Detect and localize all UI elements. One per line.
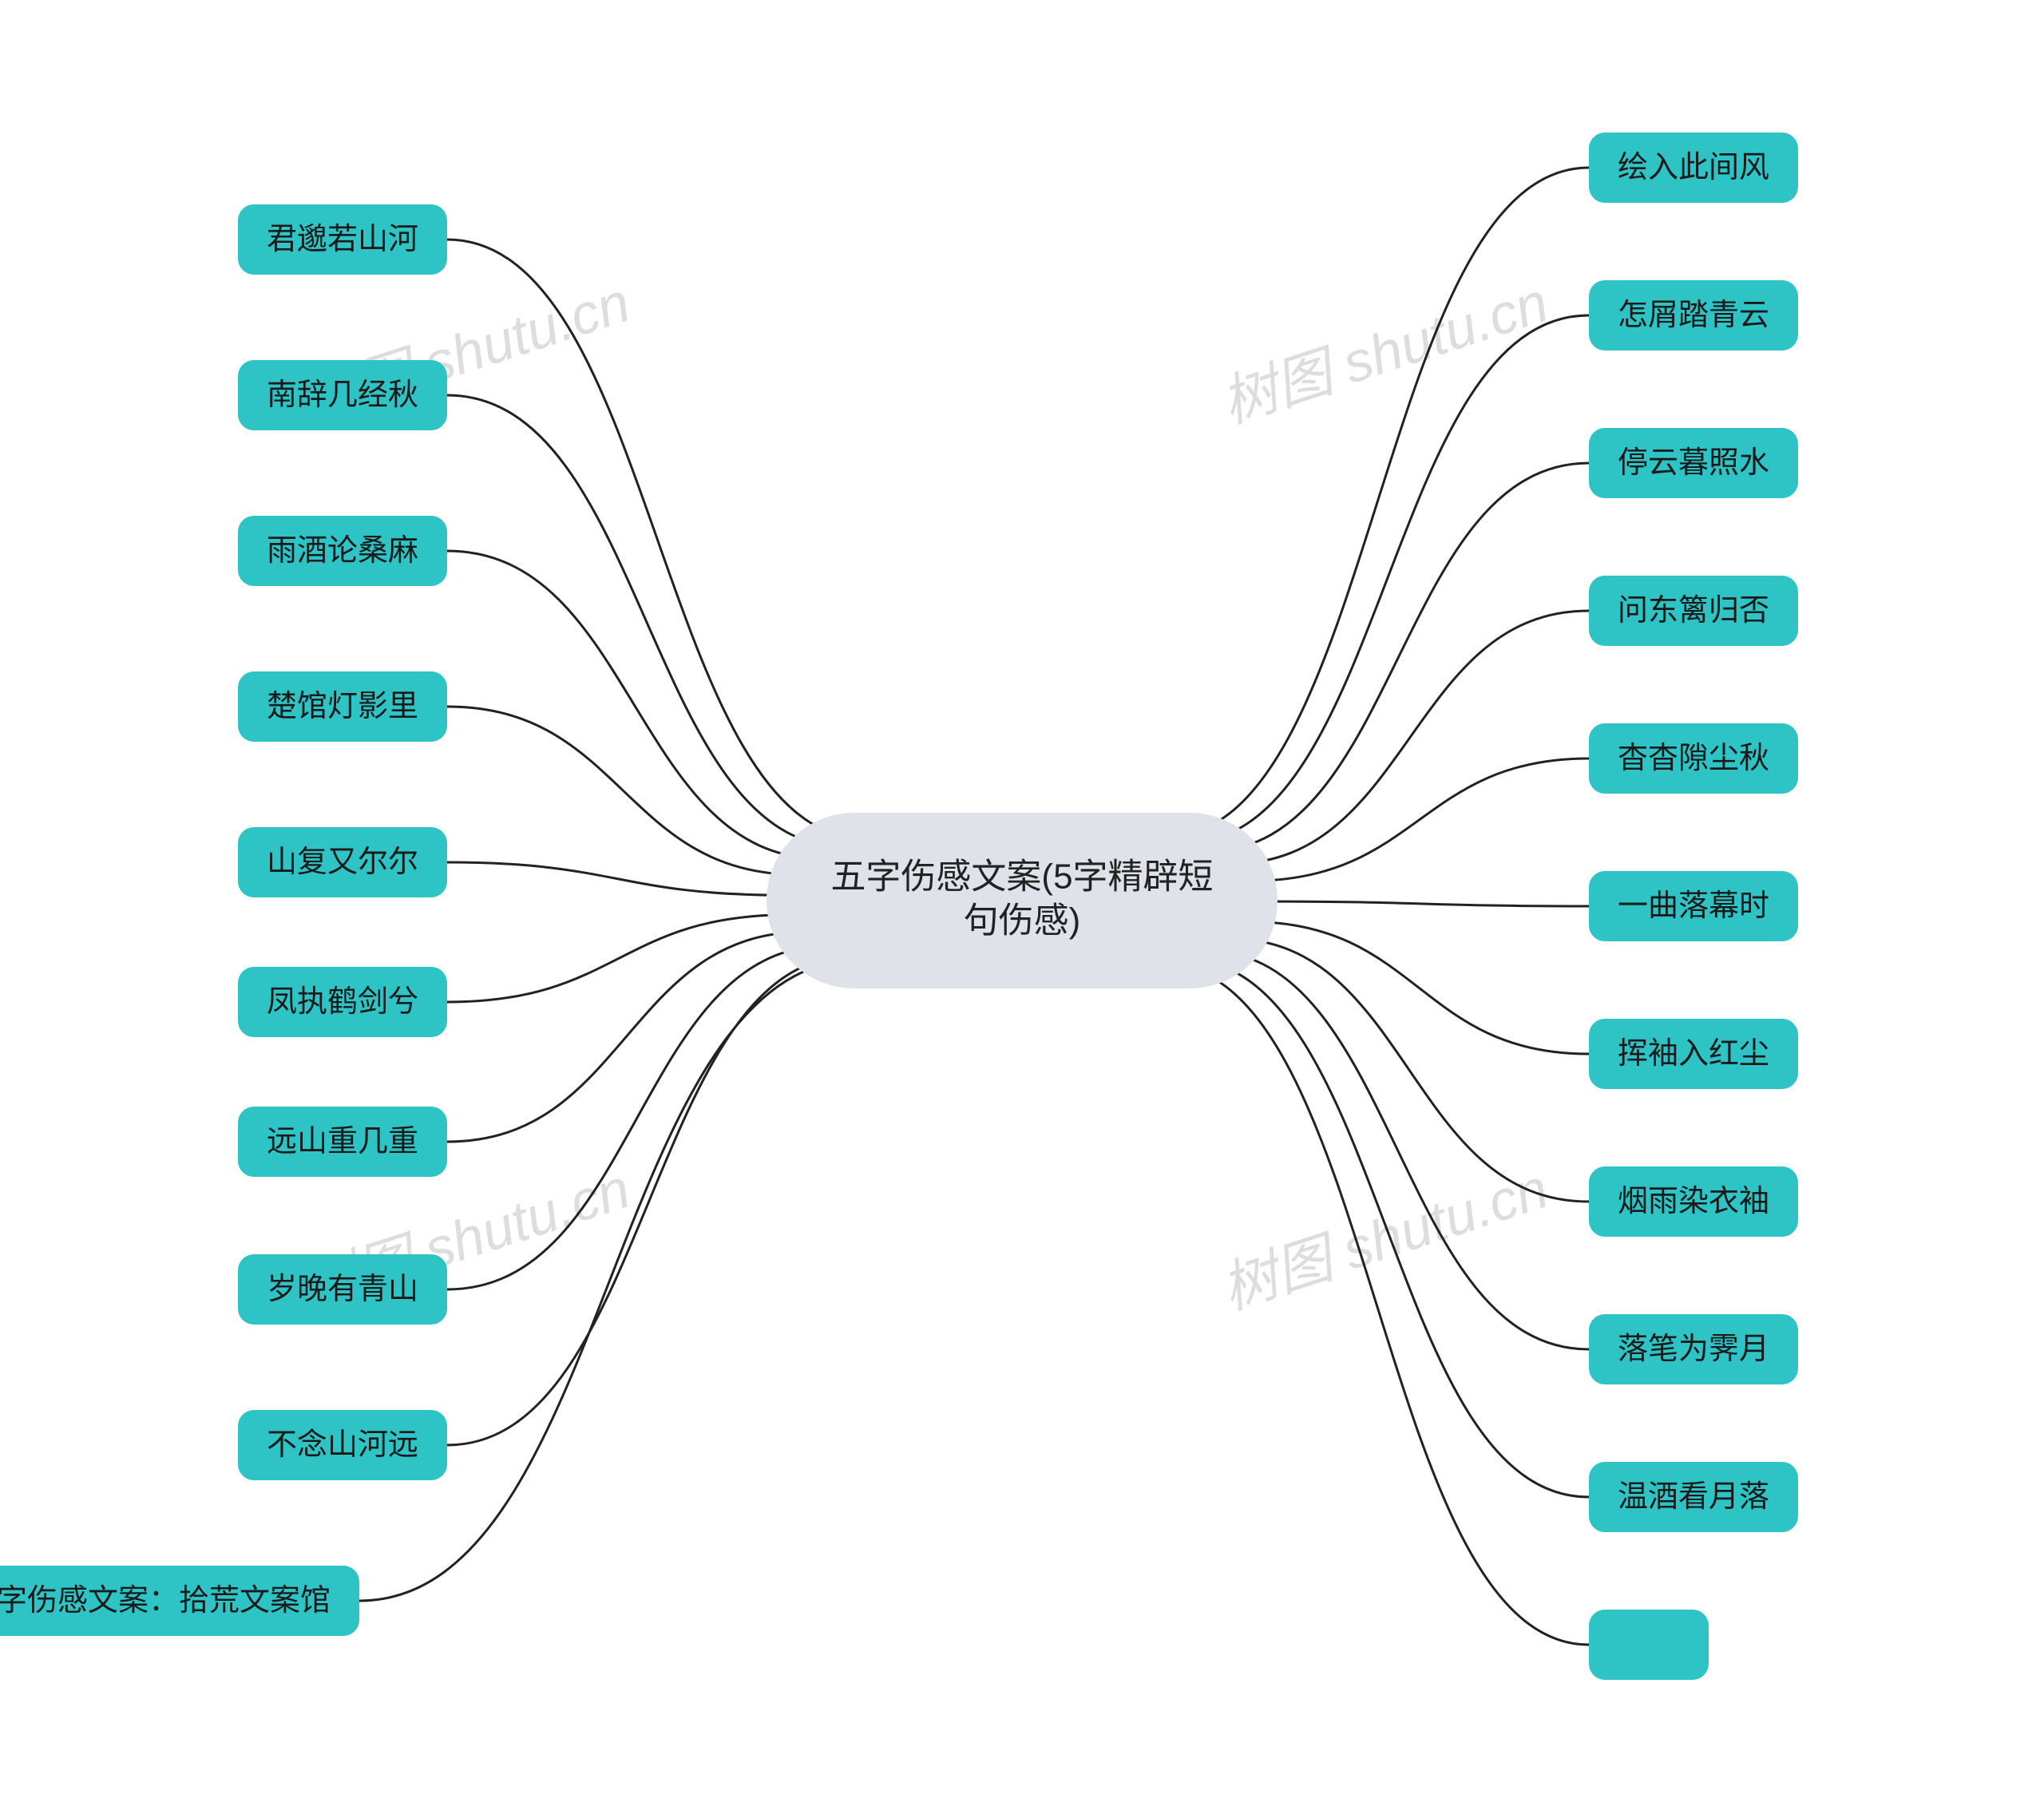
node-label: 杳杳隙尘秋	[1618, 742, 1769, 775]
left-node[interactable]: 远山重几重	[238, 1107, 447, 1177]
right-node[interactable]: 温酒看月落	[1589, 1462, 1798, 1532]
edge	[447, 395, 846, 847]
right-node[interactable]	[1589, 1610, 1709, 1680]
right-node[interactable]: 挥袖入红尘	[1589, 1019, 1798, 1089]
node-label: 温酒看月落	[1618, 1480, 1769, 1514]
edge	[1184, 959, 1589, 1497]
right-node[interactable]: 绘入此间风	[1589, 133, 1798, 203]
right-node[interactable]: 问东篱归否	[1589, 576, 1798, 646]
node-label: 远山重几重	[267, 1125, 418, 1158]
right-node[interactable]: 杳杳隙尘秋	[1589, 723, 1798, 794]
node-label: 落笔为霁月	[1618, 1333, 1769, 1366]
node-label: 怎屑踏青云	[1618, 299, 1769, 332]
node-label: 绘入此间风	[1618, 151, 1769, 184]
node-label: 君邈若山河	[267, 223, 418, 256]
node-label: 搜一搜五字伤感文案：拾荒文案馆	[0, 1584, 331, 1618]
node-label: 楚馆灯影里	[267, 690, 418, 723]
edge	[1249, 921, 1589, 1054]
node-label: 山复又尔尔	[267, 846, 418, 879]
edge	[447, 932, 806, 1142]
right-node[interactable]: 落笔为霁月	[1589, 1314, 1798, 1384]
node-label: 一曲落幕时	[1618, 889, 1769, 923]
node-label: 岁晚有青山	[267, 1273, 418, 1306]
edge	[447, 707, 799, 875]
right-node[interactable]: 一曲落幕时	[1589, 871, 1798, 941]
left-node[interactable]: 凤执鹤剑兮	[238, 967, 447, 1037]
node-label: 问东篱归否	[1618, 594, 1769, 628]
edge	[1257, 901, 1589, 906]
node-label: 不念山河远	[267, 1428, 418, 1462]
edge	[447, 915, 790, 1002]
left-node[interactable]: 君邈若山河	[238, 204, 447, 275]
left-node[interactable]: 不念山河远	[238, 1410, 447, 1480]
node-label: 凤执鹤剑兮	[267, 985, 418, 1019]
right-node[interactable]: 烟雨染衣袖	[1589, 1166, 1798, 1237]
left-node[interactable]: 雨酒论桑麻	[238, 516, 447, 586]
node-pill	[1589, 1610, 1709, 1680]
node-label: 挥袖入红尘	[1618, 1037, 1769, 1071]
left-node[interactable]: 岁晚有青山	[238, 1254, 447, 1325]
center-node[interactable]: 五字伤感文案(5字精辟短句伤感)	[766, 813, 1278, 988]
edge	[447, 551, 821, 858]
right-node[interactable]: 怎屑踏青云	[1589, 280, 1798, 350]
node-label: 停云暮照水	[1618, 446, 1769, 480]
left-node[interactable]: 搜一搜五字伤感文案：拾荒文案馆	[0, 1566, 359, 1636]
edge	[1208, 463, 1589, 851]
right-node[interactable]: 停云暮照水	[1589, 428, 1798, 498]
left-node[interactable]: 楚馆灯影里	[238, 671, 447, 742]
node-label: 南辞几经秋	[267, 378, 418, 412]
watermark: 树图 shutu.cn	[1214, 1157, 1555, 1321]
node-label: 烟雨染衣袖	[1618, 1185, 1769, 1218]
node-label: 雨酒论桑麻	[267, 534, 418, 568]
left-node[interactable]: 山复又尔尔	[238, 827, 447, 897]
edge	[1250, 758, 1589, 881]
left-node[interactable]: 南辞几经秋	[238, 360, 447, 430]
edge	[1166, 168, 1589, 837]
